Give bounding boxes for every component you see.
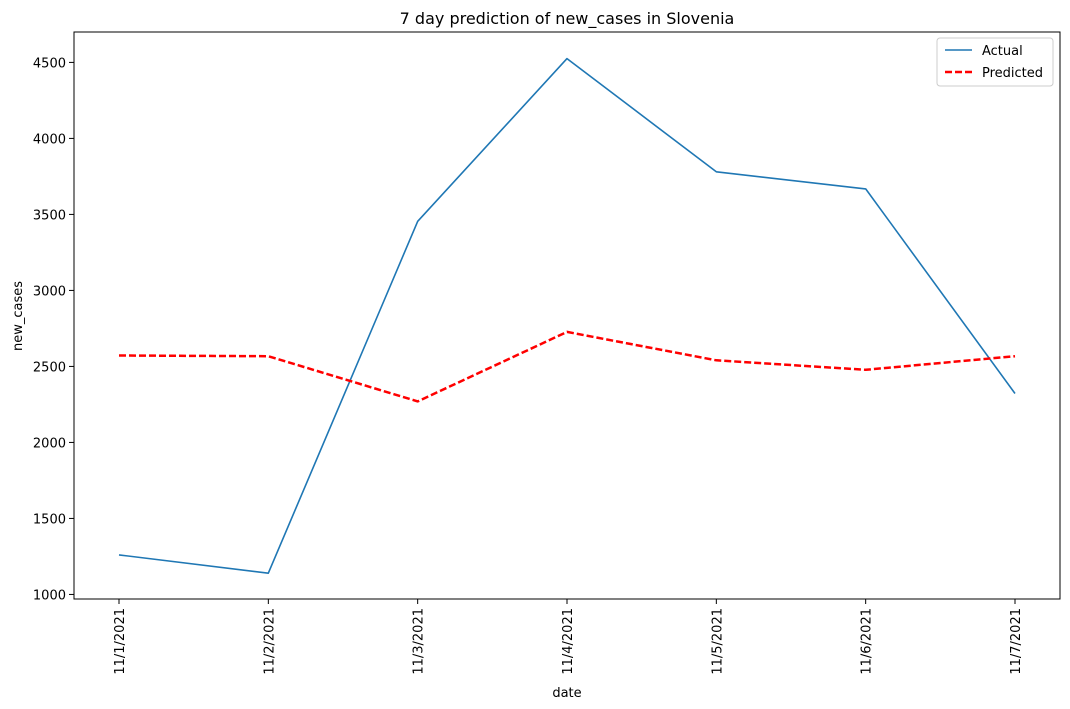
legend: Actual Predicted — [936, 37, 1054, 87]
x-tick-label: 11/6/2021 — [860, 608, 875, 675]
series-layer — [118, 57, 1016, 575]
x-tick-label: 11/7/2021 — [1009, 608, 1024, 675]
y-tick-label: 3000 — [33, 284, 66, 299]
y-tick-label: 2500 — [33, 360, 66, 375]
x-axis-label: date — [552, 686, 581, 701]
y-tick-label: 4000 — [33, 132, 66, 147]
x-tick-label: 11/5/2021 — [710, 608, 725, 675]
x-tick-label: 11/1/2021 — [113, 608, 128, 675]
y-tick-label: 1500 — [33, 512, 66, 527]
y-tick-label: 4500 — [33, 56, 66, 71]
chart-title: 7 day prediction of new_cases in Sloveni… — [400, 9, 735, 29]
y-axis: 1000 1500 2000 2500 3000 3500 4000 4500 — [33, 56, 74, 603]
x-tick-label: 11/3/2021 — [412, 608, 427, 675]
y-tick-label: 3500 — [33, 208, 66, 223]
legend-label-predicted: Predicted — [982, 66, 1043, 81]
y-tick-label: 2000 — [33, 436, 66, 451]
x-tick-label: 11/4/2021 — [561, 608, 576, 675]
series-line-actual — [118, 57, 1016, 575]
x-axis: 11/1/2021 11/2/2021 11/3/2021 11/4/2021 11/5… — [113, 599, 1024, 675]
legend-label-actual: Actual — [982, 44, 1023, 59]
y-tick-label: 1000 — [33, 588, 66, 603]
y-axis-label: new_cases — [11, 281, 26, 351]
series-line-predicted — [118, 330, 1016, 403]
x-tick-label: 11/2/2021 — [262, 608, 277, 675]
plot-frame — [73, 31, 1061, 600]
